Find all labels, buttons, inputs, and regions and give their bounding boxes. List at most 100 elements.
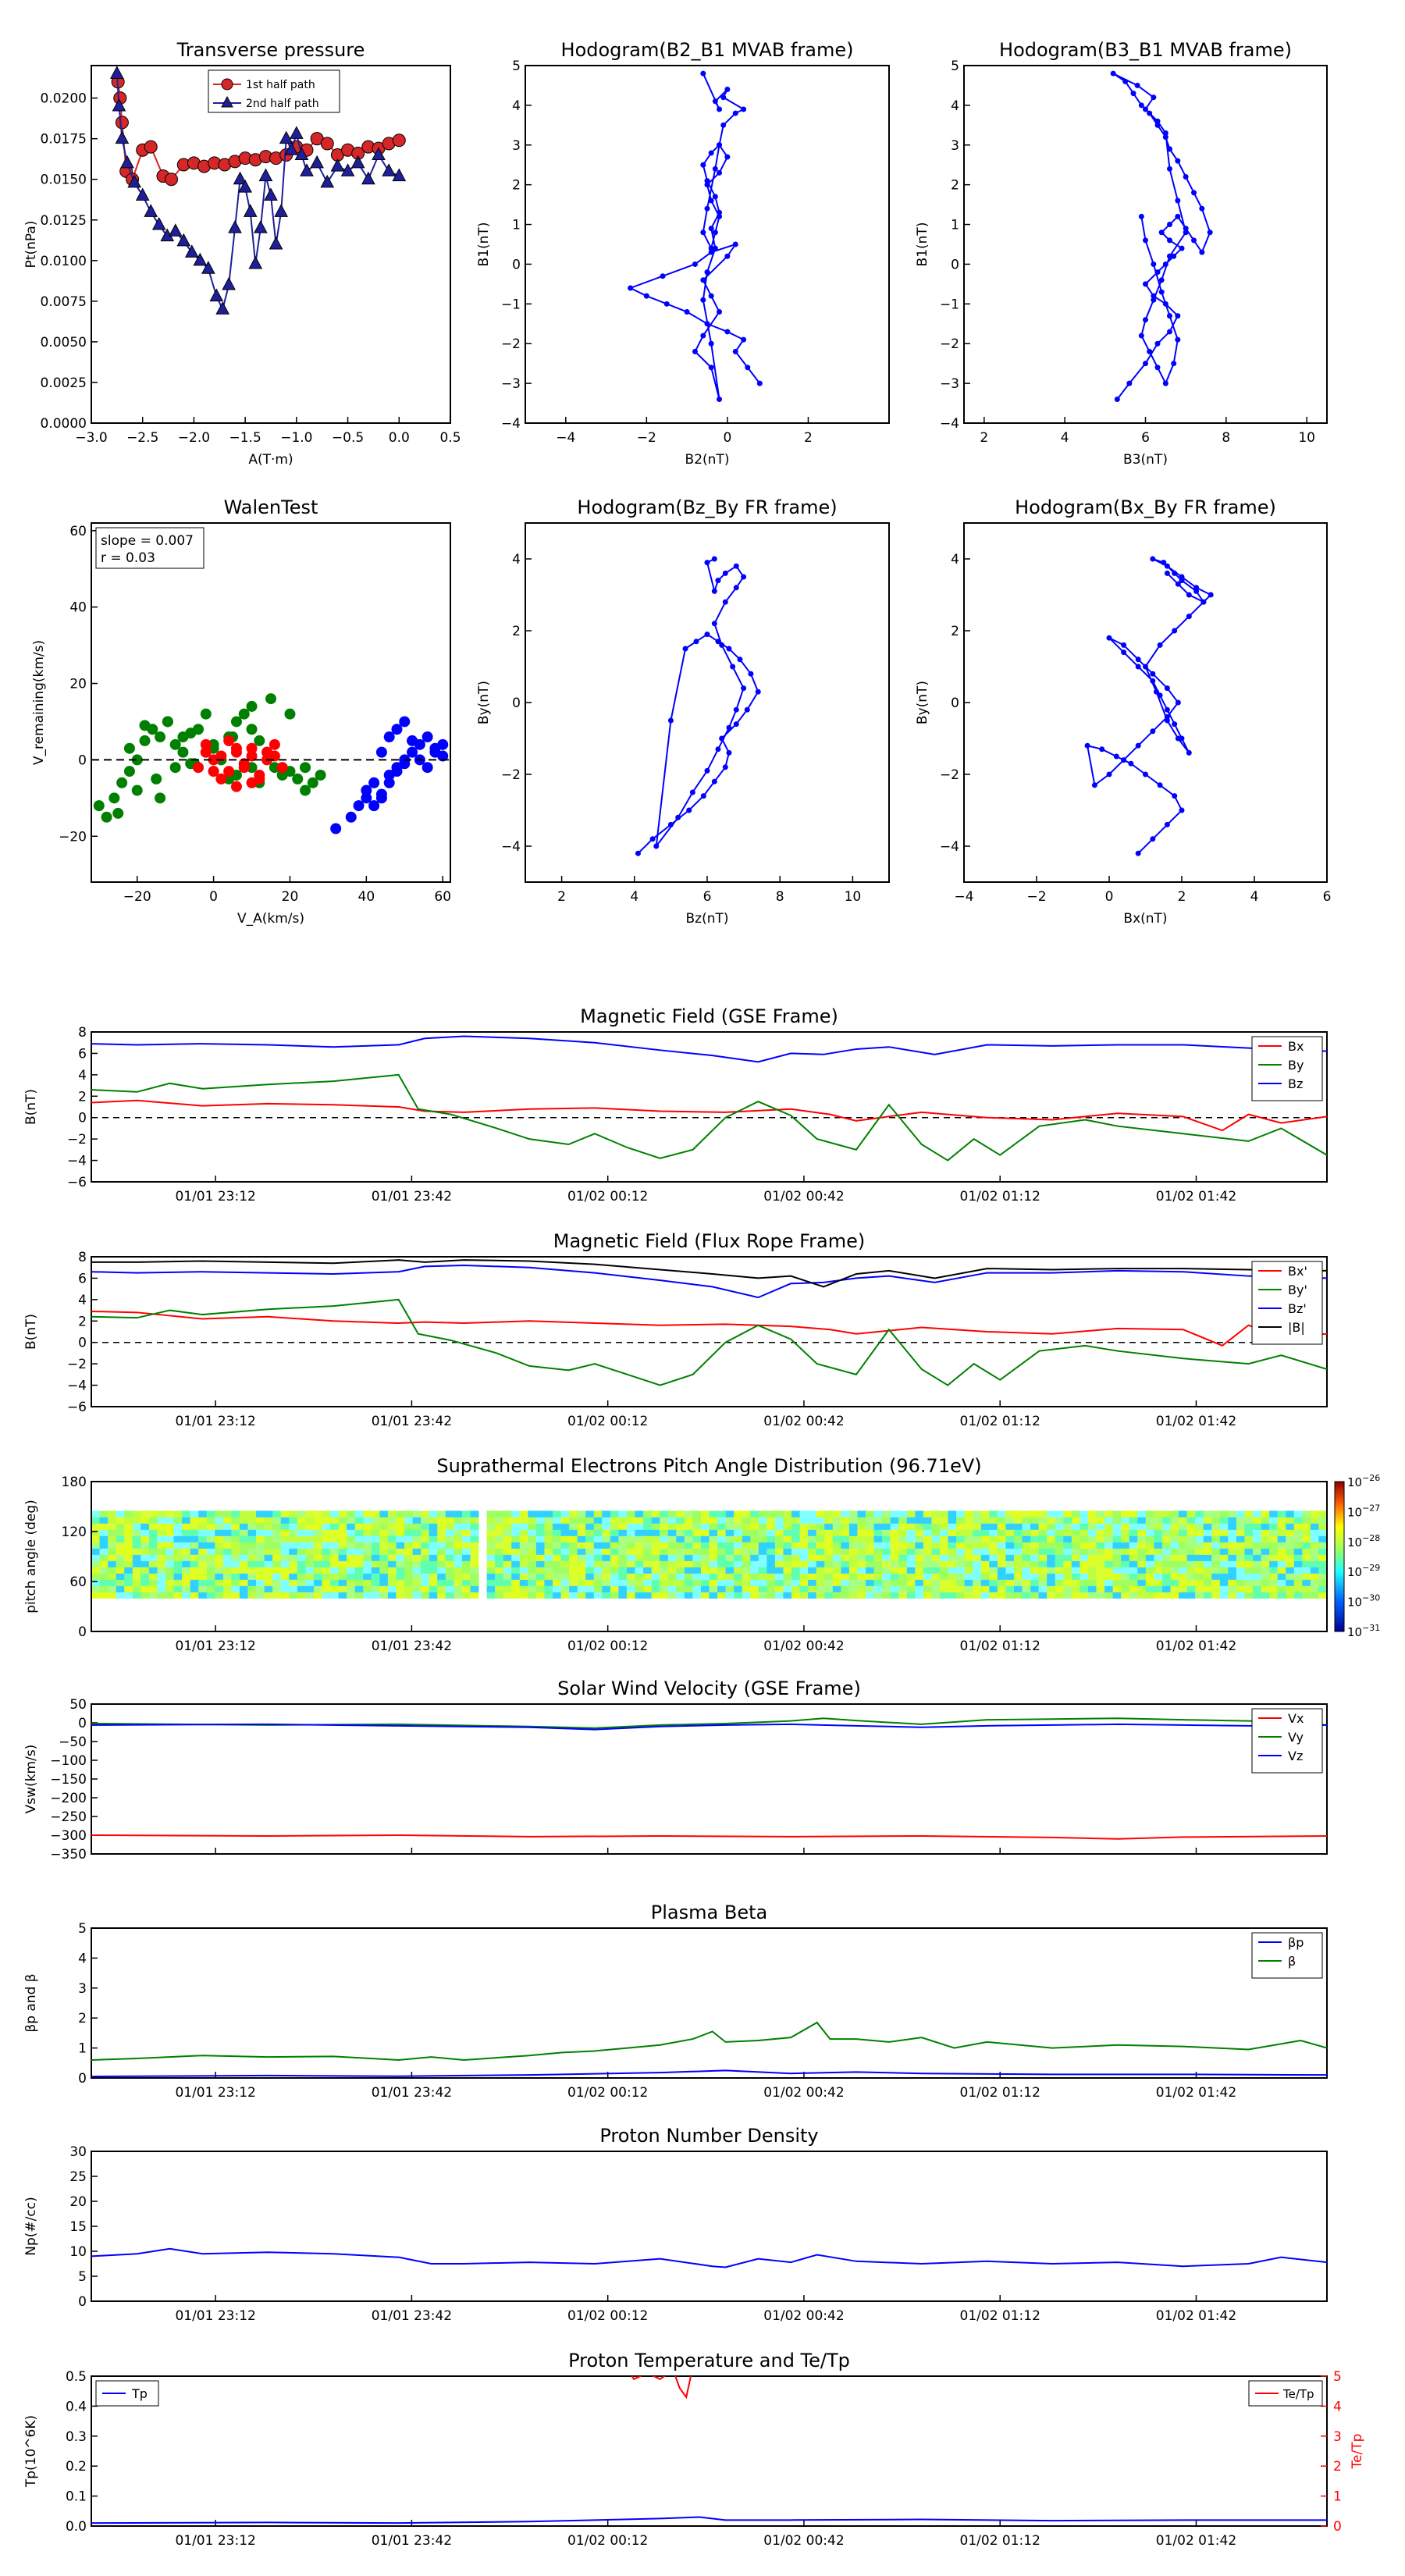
heatmap-cell	[767, 1510, 776, 1517]
walen-point	[155, 731, 166, 743]
heatmap-cell	[799, 1548, 809, 1555]
walen-point	[162, 716, 173, 728]
x-tick-label: 01/01 23:12	[175, 1638, 255, 1654]
heatmap-cell	[973, 1510, 982, 1517]
heatmap-cell	[132, 1579, 141, 1586]
heatmap-cell	[1253, 1523, 1262, 1530]
heatmap-cell	[206, 1523, 215, 1530]
heatmap-cell	[593, 1517, 603, 1524]
heatmap-cell	[404, 1560, 414, 1567]
heatmap-cell	[602, 1573, 611, 1580]
hodogram-point	[1158, 289, 1165, 295]
heatmap-cell	[1129, 1585, 1138, 1592]
heatmap-cell	[535, 1529, 545, 1536]
heatmap-cell	[808, 1510, 817, 1517]
heatmap-cell	[882, 1592, 891, 1599]
heatmap-cell	[280, 1517, 290, 1524]
heatmap-cell	[412, 1573, 422, 1580]
heatmap-cell	[1112, 1510, 1122, 1517]
heatmap-cell	[289, 1573, 298, 1580]
heatmap-cell	[289, 1535, 298, 1542]
heatmap-cell	[618, 1560, 628, 1567]
pt-marker	[264, 187, 278, 201]
heatmap-cell	[750, 1523, 759, 1530]
heatmap-cell	[148, 1529, 158, 1536]
panel-title: Solar Wind Velocity (GSE Frame)	[557, 1678, 861, 1699]
heatmap-cell	[890, 1585, 899, 1592]
heatmap-cell	[767, 1567, 776, 1574]
heatmap-cell	[750, 1535, 759, 1542]
heatmap-cell	[1244, 1592, 1254, 1599]
hodogram-point	[1172, 793, 1178, 799]
heatmap-cell	[387, 1567, 397, 1574]
heatmap-cell	[289, 1548, 298, 1555]
hodogram-point	[1143, 317, 1148, 323]
heatmap-cell	[848, 1523, 858, 1530]
heatmap-cell	[511, 1535, 521, 1542]
heatmap-cell	[791, 1523, 801, 1530]
x-tick-label: 01/02 01:12	[960, 2533, 1040, 2549]
heatmap-cell	[354, 1517, 364, 1524]
plot-area	[91, 2151, 1328, 2302]
heatmap-cell	[610, 1554, 619, 1561]
heatmap-cell	[635, 1585, 644, 1592]
heatmap-cell	[396, 1510, 405, 1517]
heatmap-cell	[412, 1579, 422, 1586]
heatmap-cell	[643, 1554, 653, 1561]
heatmap-cell	[931, 1548, 941, 1555]
heatmap-cell	[964, 1592, 973, 1599]
x-tick-label: −4	[954, 889, 973, 905]
walen-point	[131, 785, 143, 796]
heatmap-cell	[1186, 1573, 1196, 1580]
heatmap-cell	[445, 1510, 454, 1517]
heatmap-cell	[1310, 1579, 1319, 1586]
heatmap-cell	[667, 1529, 677, 1536]
series-|B|	[91, 1259, 1327, 1288]
heatmap-cell	[931, 1554, 941, 1561]
heatmap-cell	[989, 1510, 998, 1517]
y-tick-label: 60	[69, 1574, 87, 1590]
heatmap-cell	[758, 1554, 767, 1561]
heatmap-cell	[964, 1542, 973, 1549]
heatmap-cell	[799, 1523, 809, 1530]
heatmap-cell	[635, 1542, 644, 1549]
heatmap-cell	[387, 1585, 397, 1592]
heatmap-cell	[923, 1579, 932, 1586]
heatmap-cell	[948, 1585, 957, 1592]
hodogram-point	[1164, 706, 1170, 713]
heatmap-cell	[1030, 1573, 1040, 1580]
heatmap-cell	[157, 1567, 166, 1574]
heatmap-cell	[1005, 1579, 1015, 1586]
heatmap-cell	[774, 1573, 784, 1580]
y-tick-label: 5	[78, 1921, 87, 1937]
heatmap-cell	[132, 1592, 141, 1599]
heatmap-cell	[799, 1517, 809, 1524]
heatmap-cell	[1293, 1579, 1303, 1586]
heatmap-cell	[692, 1592, 702, 1599]
heatmap-cell	[1195, 1560, 1204, 1567]
heatmap-cell	[1261, 1542, 1270, 1549]
heatmap-cell	[182, 1585, 191, 1592]
panel-mf_gse: Magnetic Field (GSE Frame)01/01 23:12 01/…	[23, 1005, 1328, 1204]
pt-marker	[120, 155, 134, 169]
y-tick-label: 5	[78, 2269, 87, 2285]
heatmap-cell	[1096, 1523, 1105, 1530]
heatmap-cell	[1261, 1548, 1270, 1555]
heatmap-cell	[1112, 1567, 1122, 1574]
heatmap-cell	[173, 1535, 183, 1542]
heatmap-cell	[593, 1579, 603, 1586]
pt-marker	[382, 163, 396, 176]
heatmap-cell	[1310, 1523, 1319, 1530]
heatmap-cell	[429, 1554, 438, 1561]
heatmap-cell	[280, 1523, 290, 1530]
x-tick-label: −1.0	[280, 430, 312, 446]
heatmap-cell	[108, 1542, 117, 1549]
heatmap-cell	[1203, 1592, 1212, 1599]
heatmap-cell	[272, 1529, 282, 1536]
heatmap-cell	[347, 1510, 356, 1517]
legend-label: Bx'	[1288, 1264, 1307, 1279]
heatmap-cell	[486, 1542, 496, 1549]
panel-title: WalenTest	[224, 496, 318, 518]
heatmap-cell	[1310, 1517, 1319, 1524]
heatmap-cell	[231, 1579, 240, 1586]
